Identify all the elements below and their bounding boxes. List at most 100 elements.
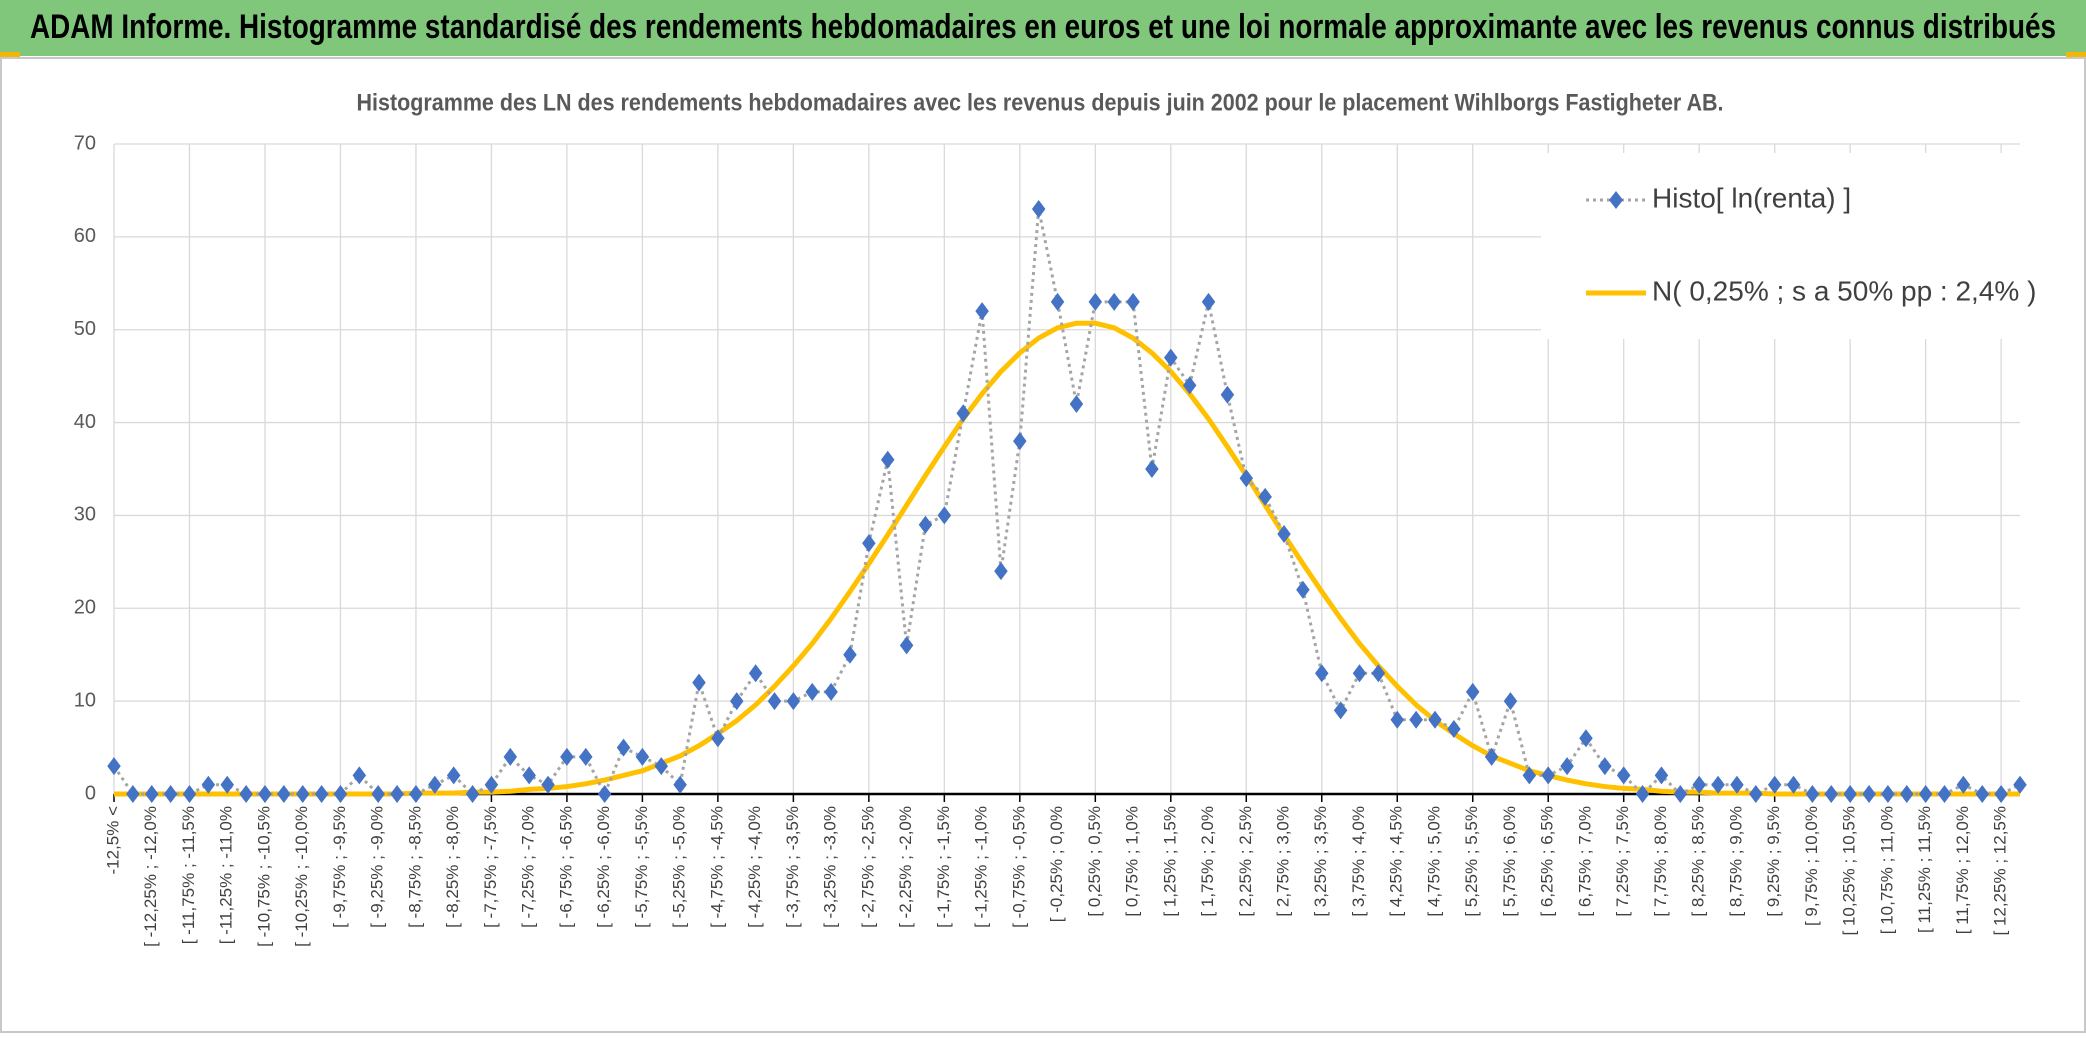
data-point bbox=[673, 775, 687, 794]
x-tick-label: [ 7,75% ; 8,0% bbox=[1651, 806, 1670, 917]
data-point bbox=[220, 775, 234, 794]
data-point bbox=[239, 785, 253, 803]
x-tick-label: [ -9,25% ; -9,0% bbox=[368, 806, 387, 928]
x-tick-label: [ -12,25% ; -12,0% bbox=[141, 806, 160, 947]
data-point bbox=[730, 692, 744, 711]
data-point bbox=[258, 785, 272, 803]
x-tick-label: [ 3,75% ; 4,0% bbox=[1349, 806, 1368, 917]
data-point bbox=[2013, 775, 2027, 794]
corner-mark bbox=[2066, 52, 2086, 59]
x-tick-label: [ -11,25% ; -11,0% bbox=[217, 806, 236, 944]
data-point bbox=[1579, 729, 1593, 748]
data-point bbox=[1164, 348, 1178, 367]
x-tick-label: [ 7,25% ; 7,5% bbox=[1613, 806, 1632, 917]
x-tick-label: [ -10,75% ; -10,5% bbox=[254, 806, 273, 947]
data-point bbox=[956, 404, 970, 423]
data-point bbox=[1352, 664, 1367, 683]
x-tick-label: [ -6,25% ; -6,0% bbox=[594, 806, 613, 928]
data-point bbox=[1296, 580, 1310, 599]
x-tick-label: [ -11,75% ; -11,5% bbox=[179, 806, 198, 944]
data-point bbox=[1843, 785, 1857, 803]
data-point bbox=[1277, 525, 1291, 543]
y-tick-label: 70 bbox=[74, 132, 96, 154]
x-tick-label: [ -4,25% ; -4,0% bbox=[745, 806, 764, 928]
data-point bbox=[201, 775, 216, 794]
data-point bbox=[918, 515, 933, 534]
banner bbox=[0, 0, 2086, 56]
data-point bbox=[126, 785, 140, 803]
corner-mark bbox=[0, 52, 20, 59]
data-point bbox=[1805, 785, 1820, 803]
data-point bbox=[1390, 710, 1404, 729]
y-tick-label: 40 bbox=[74, 411, 96, 433]
series-line bbox=[112, 208, 2021, 798]
data-point bbox=[597, 785, 612, 803]
data-point bbox=[843, 645, 857, 664]
x-tick-label: [ -0,25% ; 0,0% bbox=[1047, 806, 1066, 922]
data-point bbox=[333, 785, 348, 803]
x-tick-label: [ 12,25% ; 12,5% bbox=[1991, 806, 2010, 935]
y-tick-label: 20 bbox=[74, 597, 96, 619]
data-point bbox=[786, 692, 801, 711]
data-point bbox=[862, 534, 876, 553]
data-point bbox=[824, 682, 838, 701]
data-point bbox=[1371, 664, 1386, 683]
x-tick-label: [ 2,75% ; 3,0% bbox=[1274, 806, 1293, 917]
data-point bbox=[937, 506, 952, 525]
data-point bbox=[1598, 757, 1612, 776]
data-point bbox=[1201, 292, 1216, 311]
data-point bbox=[541, 775, 555, 794]
x-tick-label: [ 11,75% ; 12,0% bbox=[1953, 806, 1972, 934]
data-point bbox=[1409, 710, 1423, 729]
data-point bbox=[295, 785, 310, 803]
legend-label: N( 0,25% ; s a 50% pp : 2,4% ) bbox=[1652, 275, 2036, 306]
data-point bbox=[1937, 785, 1952, 803]
banner-title: ADAM Informe. Histogramme standardisé de… bbox=[30, 8, 2056, 46]
data-point bbox=[1560, 757, 1574, 776]
x-tick-label: [ -8,25% ; -8,0% bbox=[443, 806, 462, 928]
data-point bbox=[503, 747, 518, 766]
x-tick-label: [ -1,75% ; -1,5% bbox=[934, 806, 953, 928]
data-point bbox=[1315, 664, 1329, 683]
data-point bbox=[1069, 395, 1084, 413]
data-point bbox=[1767, 775, 1782, 794]
y-tick-label: 10 bbox=[74, 689, 96, 711]
data-point bbox=[1786, 775, 1801, 794]
data-point bbox=[1824, 785, 1839, 803]
data-point bbox=[371, 785, 385, 803]
data-point bbox=[880, 450, 895, 469]
x-tick-label: [ -6,75% ; -6,5% bbox=[556, 806, 575, 928]
data-point bbox=[654, 757, 669, 776]
x-tick-label: [ 4,25% ; 4,5% bbox=[1387, 806, 1406, 917]
data-point bbox=[692, 673, 706, 692]
x-tick-label: [ -0,75% ; -0,5% bbox=[1009, 806, 1028, 928]
x-tick-label: [ -8,75% ; -8,5% bbox=[405, 806, 424, 928]
data-point bbox=[711, 729, 725, 748]
data-point bbox=[1900, 785, 1914, 803]
data-point bbox=[182, 785, 197, 803]
data-point bbox=[1749, 785, 1763, 803]
y-tick-label: 60 bbox=[74, 225, 96, 247]
x-tick-label: [ 6,25% ; 6,5% bbox=[1538, 806, 1557, 917]
data-point bbox=[975, 302, 989, 321]
x-tick-label: [ 2,25% ; 2,5% bbox=[1236, 806, 1255, 917]
x-tick-label: [ -9,75% ; -9,5% bbox=[330, 806, 349, 928]
data-point bbox=[163, 785, 178, 803]
legend-marker bbox=[1609, 191, 1623, 209]
data-point bbox=[616, 738, 631, 757]
data-point bbox=[1333, 701, 1348, 720]
data-point bbox=[1616, 766, 1631, 785]
data-point bbox=[1428, 710, 1442, 729]
data-point bbox=[144, 785, 159, 803]
y-tick-label: 30 bbox=[74, 504, 96, 526]
x-tick-label: [ 10,25% ; 10,5% bbox=[1840, 806, 1859, 935]
data-point bbox=[390, 785, 404, 803]
x-tick-label: [ -2,25% ; -2,0% bbox=[896, 806, 915, 928]
data-point bbox=[635, 747, 650, 766]
x-tick-label: [ 5,75% ; 6,0% bbox=[1500, 806, 1519, 917]
chart-title: Histogramme des LN des rendements hebdom… bbox=[357, 89, 1724, 116]
data-point bbox=[1881, 785, 1895, 803]
x-tick-label: [ 1,25% ; 1,5% bbox=[1160, 806, 1179, 917]
data-point bbox=[1107, 292, 1121, 311]
